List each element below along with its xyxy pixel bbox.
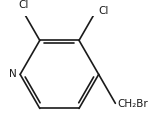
Text: Cl: Cl <box>19 0 29 10</box>
Text: N: N <box>9 69 17 79</box>
Text: CH₂Br: CH₂Br <box>117 99 148 109</box>
Text: Cl: Cl <box>99 6 109 16</box>
